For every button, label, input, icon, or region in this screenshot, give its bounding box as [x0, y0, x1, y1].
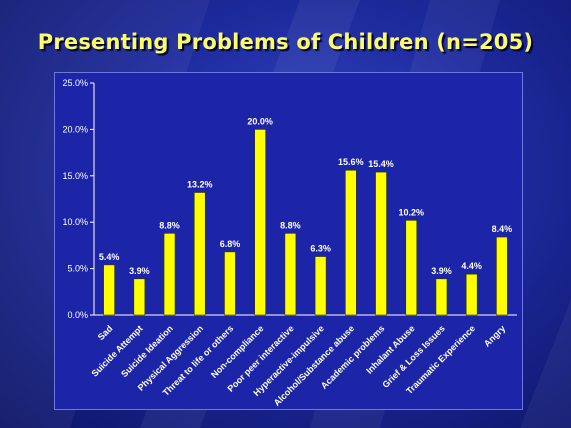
y-tick-label: 20.0% — [62, 124, 88, 134]
y-tick-label: 5.0% — [67, 264, 88, 274]
data-label: 8.8% — [159, 220, 180, 230]
x-tick-label: Suicide Ideation — [119, 323, 175, 379]
data-label: 5.4% — [99, 252, 120, 262]
data-label: 8.8% — [280, 220, 301, 230]
bar — [284, 233, 297, 316]
x-tick-label: Angry — [482, 323, 507, 348]
y-tick-label: 15.0% — [62, 171, 88, 181]
bar — [496, 236, 508, 316]
y-tick-labels: 0.0% 5.0% 10.0% 15.0% 20.0% 25.0% — [62, 78, 88, 320]
x-tick-label: Non-compliance — [209, 323, 266, 380]
bar-chart: 5.4% 3.9% 8.8% 13.2% 6.8% 20.0% 8.8% 6.3% 15.6% 1… — [62, 78, 517, 408]
data-label: 3.9% — [129, 266, 150, 276]
y-tick-label: 25.0% — [62, 78, 88, 88]
bar — [193, 192, 206, 316]
slide-title: Presenting Problems of Children (n=205) — [37, 30, 534, 54]
data-label: 13.2% — [187, 180, 213, 190]
data-label: 3.9% — [431, 266, 452, 276]
chart-axes — [90, 82, 517, 316]
bar — [405, 220, 418, 316]
chart-bars — [103, 129, 508, 316]
y-tick-label: 0.0% — [67, 310, 88, 320]
bar — [465, 273, 478, 316]
chart-panel: 5.4% 3.9% 8.8% 13.2% 6.8% 20.0% 8.8% 6.3% 15.6% 1… — [54, 72, 523, 410]
data-label: 4.4% — [461, 261, 482, 271]
data-label: 6.3% — [310, 244, 331, 254]
bar — [103, 264, 115, 316]
bar — [375, 171, 387, 316]
data-label: 20.0% — [247, 116, 273, 126]
data-label: 6.8% — [220, 239, 241, 249]
x-tick-label: Sad — [96, 323, 115, 342]
data-label: 15.4% — [368, 159, 394, 169]
bar — [133, 278, 146, 316]
bar — [435, 278, 448, 316]
data-label: 10.2% — [398, 207, 424, 217]
bar — [163, 233, 176, 316]
y-tick-label: 10.0% — [62, 217, 88, 227]
bar — [224, 251, 236, 316]
x-tick-label: Suicide Attempt — [89, 323, 144, 378]
bar — [254, 129, 266, 316]
chart-data-labels: 5.4% 3.9% 8.8% 13.2% 6.8% 20.0% 8.8% 6.3% 15.6% 1… — [99, 116, 512, 275]
bar — [345, 169, 357, 316]
bar — [314, 256, 327, 316]
data-label: 15.6% — [338, 157, 364, 167]
data-label: 8.4% — [492, 224, 513, 234]
